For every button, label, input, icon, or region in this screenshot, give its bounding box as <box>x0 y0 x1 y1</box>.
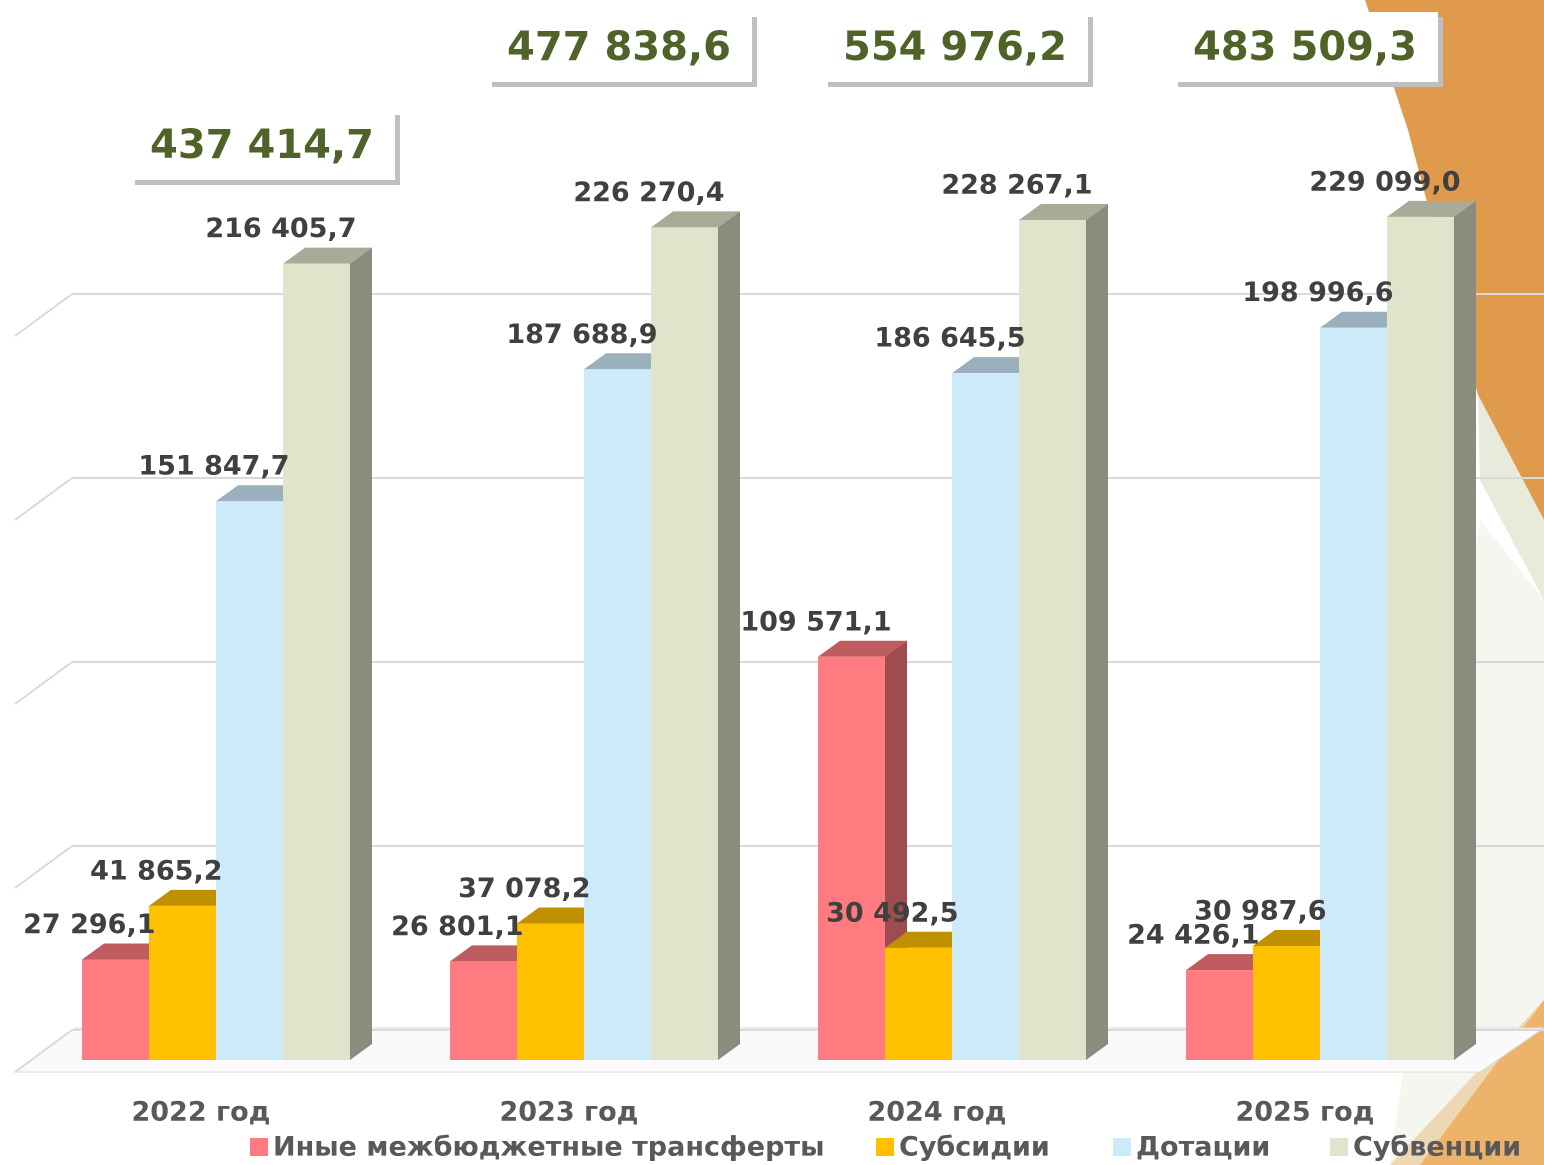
value-label: 26 801,1 <box>391 911 523 942</box>
bar <box>517 923 584 1060</box>
bar-top <box>82 943 171 960</box>
bar-side <box>718 211 740 1060</box>
bar-top <box>1019 203 1108 220</box>
grid-line <box>14 293 73 337</box>
bar <box>1387 216 1454 1061</box>
bar <box>149 905 216 1060</box>
bar-side <box>1086 203 1108 1061</box>
grid-line <box>14 661 73 705</box>
bar <box>82 959 149 1060</box>
bar-top <box>149 889 238 906</box>
legend-swatch <box>876 1138 894 1156</box>
value-label: 37 078,2 <box>458 873 590 904</box>
bar-top <box>818 640 907 657</box>
legend-swatch <box>250 1138 268 1156</box>
decoration <box>1478 395 1544 600</box>
legend-label: Субсидии <box>899 1132 1050 1163</box>
value-label: 30 987,6 <box>1194 895 1326 926</box>
legend-label: Дотации <box>1136 1132 1270 1163</box>
bar-top <box>517 907 606 924</box>
bar-side <box>1454 200 1476 1061</box>
total-label: 483 509,3 <box>1193 24 1417 70</box>
bar-top <box>450 945 539 962</box>
x-tick-label: 2024 год <box>867 1097 1006 1128</box>
bar <box>885 947 952 1060</box>
value-label: 226 270,4 <box>573 177 724 208</box>
bar <box>450 961 517 1060</box>
bar <box>283 263 350 1060</box>
bar <box>1253 945 1320 1060</box>
legend-swatch <box>1330 1138 1348 1156</box>
value-label: 216 405,7 <box>205 213 356 244</box>
value-label: 24 426,1 <box>1127 920 1259 951</box>
legend-label: Иные межбюджетные трансферты <box>273 1132 825 1163</box>
value-label: 187 688,9 <box>506 319 657 350</box>
bar-top <box>1387 200 1476 217</box>
bar-top <box>584 353 673 370</box>
total-box <box>487 12 752 82</box>
total-box <box>1173 12 1438 82</box>
bar-side <box>350 247 372 1061</box>
bar <box>584 369 651 1061</box>
bar <box>818 656 885 1060</box>
value-label: 109 571,1 <box>740 606 891 637</box>
total-label: 554 976,2 <box>843 24 1067 70</box>
legend-swatch <box>1113 1138 1131 1156</box>
bar-top <box>651 211 740 228</box>
total-box <box>130 110 395 180</box>
bar-top <box>885 931 974 948</box>
total-label: 437 414,7 <box>150 122 374 168</box>
bar-top <box>1320 311 1409 328</box>
bar <box>1320 327 1387 1060</box>
value-label: 41 865,2 <box>90 855 222 886</box>
grid-line <box>14 1029 73 1073</box>
value-label: 228 267,1 <box>941 169 1092 200</box>
bar-top <box>1186 954 1275 971</box>
x-tick-label: 2022 год <box>131 1097 270 1128</box>
legend-label: Субвенции <box>1353 1132 1521 1163</box>
bar <box>216 501 283 1061</box>
grid-line <box>14 845 73 889</box>
bar-top <box>283 247 372 264</box>
bar <box>952 373 1019 1061</box>
value-label: 198 996,6 <box>1242 277 1393 308</box>
x-tick-label: 2025 год <box>1235 1097 1374 1128</box>
bar-top <box>1253 929 1342 946</box>
grid-line <box>14 477 73 521</box>
bar-top <box>952 357 1041 374</box>
value-label: 27 296,1 <box>23 909 155 940</box>
value-label: 151 847,7 <box>138 451 289 482</box>
total-label: 477 838,6 <box>507 24 731 70</box>
bar <box>651 227 718 1060</box>
bar-top <box>216 485 305 502</box>
value-label: 186 645,5 <box>874 323 1025 354</box>
x-tick-label: 2023 год <box>499 1097 638 1128</box>
value-label: 229 099,0 <box>1309 166 1460 197</box>
bar <box>1019 219 1086 1061</box>
value-label: 30 492,5 <box>826 897 958 928</box>
bar <box>1186 970 1253 1060</box>
total-box <box>823 12 1088 82</box>
